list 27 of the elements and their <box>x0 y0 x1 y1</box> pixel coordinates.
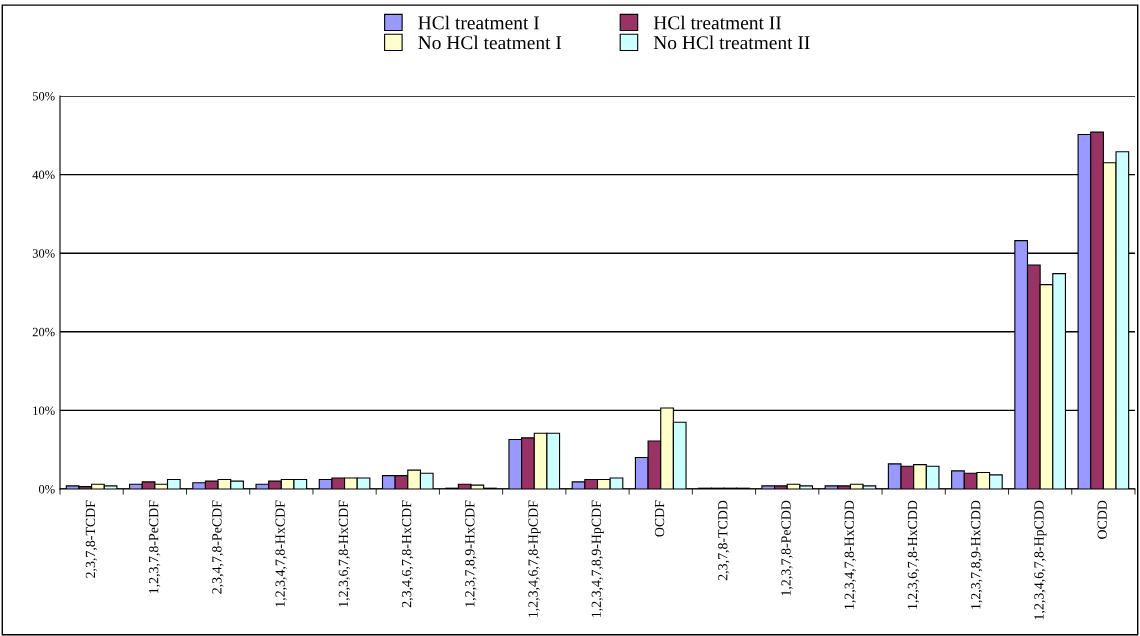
legend-label: No HCl teatment I <box>418 35 562 50</box>
x-tick-label: 1,2,3,7,8-PeCDF <box>148 500 161 594</box>
x-tick-label: 1,2,3,4,6,7,8-HpCDD <box>1034 500 1047 620</box>
x-tick-label: 1,2,3,7,8-PeCDD <box>781 500 793 596</box>
x-tick-label: 1,2,3,4,7,8,9-HpCDF <box>591 500 604 617</box>
x-tick-label: 2,3,7,8-TCDD <box>718 500 730 581</box>
x-tick-label: 1,2,3,7,8,9-HxCDF <box>465 500 477 607</box>
y-tick-label: 40% <box>32 170 55 180</box>
x-tick-label: 1,2,3,4,7,8-HxCDF <box>275 500 287 607</box>
legend-label: HCl treatment II <box>653 15 782 30</box>
x-tick-label: 1,2,3,6,7,8-HxCDD <box>907 500 920 609</box>
y-tick-label: 0% <box>38 485 55 494</box>
x-tick-label: 1,2,3,4,7,8-HxCDD <box>844 500 856 609</box>
y-tick-label: 10% <box>33 406 55 415</box>
x-tick-label: 2,3,7,8-TCDF <box>85 500 98 578</box>
x-tick-label: 2,3,4,7,8-PeCDF <box>212 500 224 594</box>
x-tick-label: 1,2,3,7,8,9-HxCDD <box>971 500 983 609</box>
x-tick-label: 1,2,3,6,7,8-HxCDF <box>338 500 351 607</box>
y-tick-label: 30% <box>32 249 55 258</box>
legend-label: HCl treatment I <box>418 15 540 30</box>
legend-label: No HCl treatment II <box>653 35 810 50</box>
y-tick-label: 50% <box>32 92 55 101</box>
x-tick-label: 2,3,4,6,7,8-HxCDF <box>401 500 414 608</box>
y-tick-label: 20% <box>32 327 55 337</box>
x-tick-label: OCDF <box>654 500 665 537</box>
x-tick-label: OCDD <box>1097 500 1107 539</box>
x-tick-label: 1,2,3,4,6,7,8-HpCDF <box>528 500 541 617</box>
